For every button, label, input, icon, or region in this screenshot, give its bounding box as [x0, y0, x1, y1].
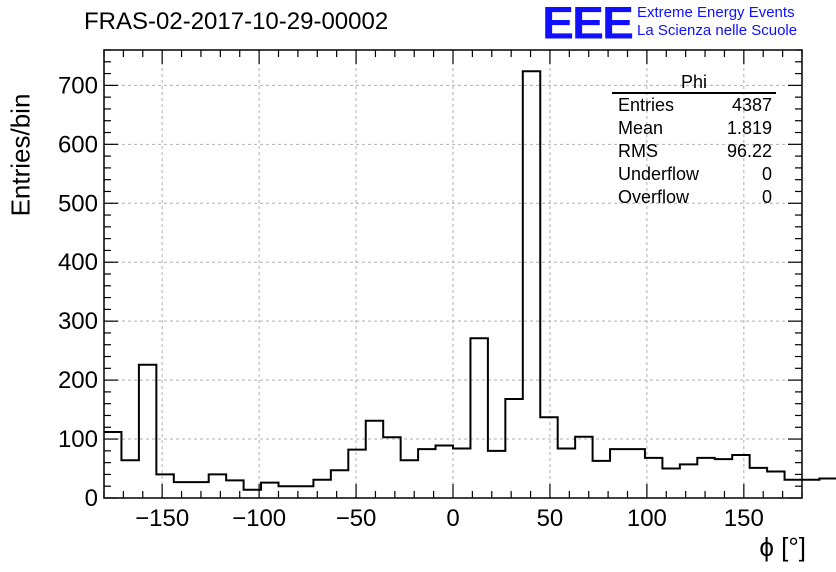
histogram-bin: [715, 459, 732, 498]
histogram-bin: [802, 480, 819, 498]
y-tick-label: 700: [58, 72, 98, 99]
histogram-bin: [139, 365, 156, 498]
histogram-bin: [453, 448, 470, 498]
axis-tick-labels: −150 −100 −50 0 50 100 150 0 100 200 300 400 500 600 7…: [58, 72, 764, 532]
histogram-bin: [418, 449, 435, 498]
histogram-bin: [610, 449, 627, 498]
histogram-bin: [785, 480, 802, 498]
histogram-bin: [156, 474, 173, 498]
histogram-bin: [244, 490, 261, 498]
histogram-bin: [732, 455, 749, 498]
chart-title: FRAS-02-2017-10-29-00002: [84, 8, 389, 35]
x-tick-label: −50: [336, 505, 377, 532]
histogram-bin: [488, 451, 505, 498]
histogram-bin: [104, 432, 121, 498]
histogram-bin: [680, 464, 697, 498]
stats-label: Overflow: [618, 187, 690, 207]
histogram-bin: [121, 460, 138, 498]
histogram-bin: [505, 399, 522, 498]
stats-value: 96.22: [726, 141, 772, 161]
histogram-bin: [645, 458, 662, 498]
y-tick-label: 100: [58, 426, 98, 453]
histogram-bin: [383, 437, 400, 498]
stats-value: 4387: [731, 95, 772, 115]
stats-row: Underflow 0: [612, 163, 776, 186]
stats-box: Phi Entries 4387 Mean 1.819 RMS 96.22 Under…: [612, 72, 776, 209]
grid-lines: [104, 50, 802, 498]
histogram-outline: [104, 70, 836, 491]
y-tick-label: 200: [58, 367, 98, 394]
y-tick-label: 0: [85, 485, 98, 512]
stats-title: Phi: [612, 72, 776, 94]
histogram-bin: [470, 338, 487, 498]
stats-label: Mean: [618, 118, 664, 138]
histogram-bin: [523, 71, 540, 498]
x-tick-label: 150: [724, 505, 764, 532]
logo-line-1: Extreme Energy Events: [637, 4, 795, 21]
x-tick-label: −150: [135, 505, 189, 532]
histogram-bin: [209, 474, 226, 498]
stats-row: Overflow 0: [612, 186, 776, 209]
histogram-bin: [296, 486, 313, 498]
x-tick-label: −100: [232, 505, 286, 532]
histogram-bin: [436, 446, 453, 498]
stats-value: 0: [761, 164, 772, 184]
histogram-bin: [191, 482, 208, 498]
histogram-bin: [628, 449, 645, 498]
stats-row: Mean 1.819: [612, 117, 776, 140]
logo-line-2: La Scienza nelle Scuole: [637, 22, 798, 39]
x-tick-label: 0: [446, 505, 459, 532]
y-axis-label: Entries/bin: [5, 93, 36, 217]
histogram-bin: [226, 480, 243, 498]
stats-value: 1.819: [726, 118, 772, 138]
histogram-bin: [174, 482, 191, 498]
stats-label: Entries: [618, 95, 675, 115]
stats-row: Entries 4387: [612, 94, 776, 117]
histogram-bin: [593, 461, 610, 498]
stats-row: RMS 96.22: [612, 140, 776, 163]
y-tick-label: 300: [58, 308, 98, 335]
histogram-bin: [662, 469, 679, 498]
histogram-bin: [540, 417, 557, 498]
x-axis-label: ϕ [°]: [759, 532, 806, 562]
histogram-bin: [348, 450, 365, 498]
x-tick-label: 100: [627, 505, 667, 532]
histogram-bin: [401, 460, 418, 498]
histogram-bin: [697, 458, 714, 498]
y-tick-label: 600: [58, 131, 98, 158]
histogram-bin: [819, 479, 836, 498]
histogram-bin: [279, 486, 296, 498]
eee-logo-text: Extreme Energy Events La Scienza nelle S…: [637, 4, 797, 40]
y-tick-label: 400: [58, 249, 98, 276]
axis-ticks: [103, 49, 803, 499]
histogram-bin: [750, 468, 767, 498]
histogram-bin: [767, 471, 784, 498]
histogram-bin: [261, 483, 278, 498]
histogram-bars: [104, 70, 836, 498]
stats-label: RMS: [618, 141, 658, 161]
y-axis-label-wrap: Entries/bin: [6, 94, 36, 217]
y-tick-label: 500: [58, 190, 98, 217]
histogram-bin: [331, 470, 348, 498]
x-tick-label: 50: [537, 505, 564, 532]
histogram-bin: [313, 480, 330, 498]
histogram-bin: [575, 437, 592, 498]
stats-value: 0: [761, 187, 772, 207]
histogram-bin: [558, 448, 575, 498]
histogram-bin: [366, 421, 383, 498]
eee-logo: EEE: [542, 0, 634, 49]
stats-label: Underflow: [618, 164, 700, 184]
